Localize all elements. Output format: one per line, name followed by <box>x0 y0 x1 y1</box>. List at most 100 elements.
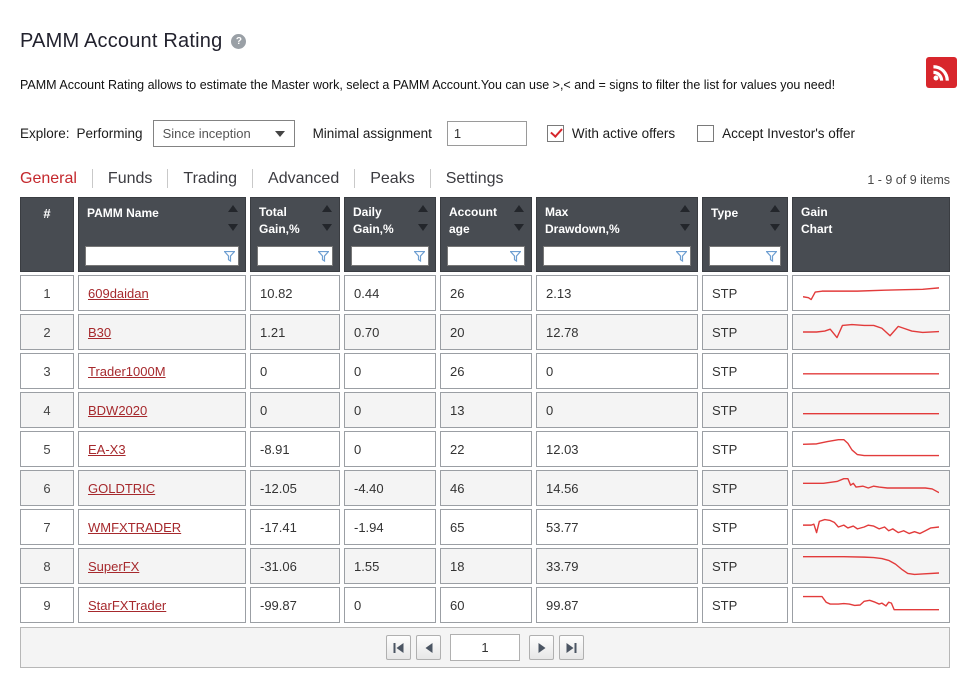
tab-peaks[interactable]: Peaks <box>370 169 415 187</box>
filter-funnel-icon[interactable] <box>318 250 329 262</box>
daily-gain-filter-input[interactable] <box>352 248 414 264</box>
total-gain-cell: -17.41 <box>250 509 340 545</box>
with-active-offers-option[interactable]: With active offers <box>546 125 675 142</box>
column-header-total-gain[interactable]: Total Gain,% <box>250 197 340 272</box>
column-header-index: # <box>20 197 74 272</box>
type-cell: STP <box>702 392 788 428</box>
sort-down-icon[interactable] <box>680 224 690 231</box>
page-title: PAMM Account Rating <box>20 30 223 52</box>
account-age-filter <box>447 246 525 266</box>
pamm-name-link[interactable]: WMFXTRADER <box>88 519 182 535</box>
gain-chart-cell <box>792 275 950 311</box>
total-gain-cell: 1.21 <box>250 314 340 350</box>
type-cell: STP <box>702 509 788 545</box>
sort-up-icon[interactable] <box>680 205 690 212</box>
total-gain-cell: -12.05 <box>250 470 340 506</box>
explore-label: Explore: <box>20 126 70 141</box>
column-header-max-drawdown[interactable]: Max Drawdown,% <box>536 197 698 272</box>
sort-down-icon[interactable] <box>228 224 238 231</box>
table-row: 7 WMFXTRADER -17.41 -1.94 65 53.77 STP <box>20 509 950 545</box>
total-gain-filter-input[interactable] <box>258 248 318 264</box>
sort-up-icon[interactable] <box>418 205 428 212</box>
daily-gain-cell: 0 <box>344 587 436 623</box>
gain-chart-sparkline <box>803 591 939 619</box>
filter-funnel-icon[interactable] <box>224 250 235 262</box>
pager-first-button[interactable] <box>386 635 411 660</box>
max-drawdown-cell: 33.79 <box>536 548 698 584</box>
max-drawdown-cell: 14.56 <box>536 470 698 506</box>
sort-up-icon[interactable] <box>770 205 780 212</box>
column-header-type[interactable]: Type <box>702 197 788 272</box>
type-cell: STP <box>702 431 788 467</box>
type-cell: STP <box>702 587 788 623</box>
max-drawdown-cell: 2.13 <box>536 275 698 311</box>
accept-investors-offer-option[interactable]: Accept Investor's offer <box>697 125 855 142</box>
sort-down-icon[interactable] <box>418 224 428 231</box>
tab-separator <box>429 169 431 188</box>
gain-chart-cell <box>792 587 950 623</box>
pager-page-input[interactable] <box>450 634 520 661</box>
filter-funnel-icon[interactable] <box>414 250 425 262</box>
rss-button[interactable] <box>926 57 957 88</box>
accept-investors-offer-checkbox[interactable] <box>697 125 715 142</box>
sort-down-icon[interactable] <box>770 224 780 231</box>
pager-next-button[interactable] <box>529 635 554 660</box>
pamm-name-link[interactable]: StarFXTrader <box>88 597 167 613</box>
pamm-name-link[interactable]: GOLDTRIC <box>88 480 156 496</box>
pamm-name-link[interactable]: BDW2020 <box>88 402 148 418</box>
filter-funnel-icon[interactable] <box>766 250 777 262</box>
daily-gain-cell: 0 <box>344 392 436 428</box>
account-age-cell: 22 <box>440 431 532 467</box>
column-header-account-age[interactable]: Account age <box>440 197 532 272</box>
minimal-assignment-input[interactable] <box>446 121 527 146</box>
pamm-name-cell: BDW2020 <box>78 392 246 428</box>
sort-up-icon[interactable] <box>322 205 332 212</box>
row-index-cell: 8 <box>20 548 74 584</box>
tab-advanced[interactable]: Advanced <box>268 169 340 187</box>
pager-prev-button[interactable] <box>416 635 441 660</box>
pamm-name-filter-input[interactable] <box>86 248 224 264</box>
with-active-offers-checkbox[interactable] <box>546 125 564 142</box>
column-header-daily-gain[interactable]: Daily Gain,% <box>344 197 436 272</box>
account-age-cell: 60 <box>440 587 532 623</box>
column-header-pamm-name[interactable]: PAMM Name <box>78 197 246 272</box>
tab-separator <box>354 169 356 188</box>
filter-funnel-icon[interactable] <box>676 250 687 262</box>
max-drawdown-cell: 0 <box>536 353 698 389</box>
table-row: 9 StarFXTrader -99.87 0 60 99.87 STP <box>20 587 950 623</box>
period-select[interactable]: Since inception <box>152 120 295 147</box>
pamm-name-cell: B30 <box>78 314 246 350</box>
row-index-cell: 6 <box>20 470 74 506</box>
pamm-name-link[interactable]: SuperFX <box>88 558 140 574</box>
pamm-name-link[interactable]: 609daidan <box>88 285 149 301</box>
sort-up-icon[interactable] <box>228 205 238 212</box>
last-page-icon <box>566 642 577 653</box>
sort-up-icon[interactable] <box>514 205 524 212</box>
account-age-filter-input[interactable] <box>448 248 510 264</box>
pamm-name-link[interactable]: B30 <box>88 324 112 340</box>
gain-chart-cell <box>792 431 950 467</box>
gain-chart-sparkline <box>803 318 939 346</box>
items-count: 1 - 9 of 9 items <box>867 173 950 187</box>
sort-down-icon[interactable] <box>514 224 524 231</box>
sort-down-icon[interactable] <box>322 224 332 231</box>
tab-general[interactable]: General <box>20 169 77 187</box>
pamm-name-link[interactable]: EA-X3 <box>88 441 126 457</box>
account-age-cell: 26 <box>440 275 532 311</box>
pagination-bar <box>20 627 950 668</box>
filter-funnel-icon[interactable] <box>510 250 521 262</box>
max-drawdown-filter-input[interactable] <box>544 248 676 264</box>
table-row: 8 SuperFX -31.06 1.55 18 33.79 STP <box>20 548 950 584</box>
tab-trading[interactable]: Trading <box>183 169 238 187</box>
gain-chart-sparkline <box>803 552 939 580</box>
table-row: 2 B30 1.21 0.70 20 12.78 STP <box>20 314 950 350</box>
gain-chart-sparkline <box>803 396 939 424</box>
pager-last-button[interactable] <box>559 635 584 660</box>
pamm-name-link[interactable]: Trader1000M <box>88 363 166 379</box>
tab-settings[interactable]: Settings <box>445 169 504 187</box>
next-page-icon <box>538 642 545 653</box>
type-filter-input[interactable] <box>710 248 766 264</box>
total-gain-cell: -8.91 <box>250 431 340 467</box>
help-icon[interactable]: ? <box>231 34 247 49</box>
tab-funds[interactable]: Funds <box>107 169 153 187</box>
